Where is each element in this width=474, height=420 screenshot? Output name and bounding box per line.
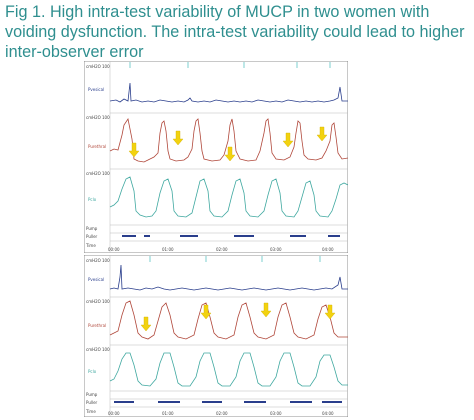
time-tick: 04:00: [322, 247, 334, 252]
channel-label-3: Pclo: [88, 197, 97, 202]
pclo-trace: [109, 176, 348, 218]
scale-value-3: 100: [102, 171, 110, 176]
pura-trace: [109, 117, 348, 163]
pump-label: Pump: [86, 226, 98, 231]
puller-label: Puller: [86, 234, 98, 239]
scale-label-3: cmH2O: [86, 347, 101, 352]
scale-label-2: cmH2O: [86, 299, 101, 304]
time-tick: 00:00: [108, 411, 120, 416]
figure-caption: Fig 1. High intra-test variability of MU…: [5, 3, 465, 61]
scale-value-3: 100: [102, 347, 110, 352]
pclo-trace: [109, 352, 348, 387]
scale-label-3: cmH2O: [86, 171, 101, 176]
pves-trace: [109, 82, 348, 103]
channel-label-3: Pclo: [88, 369, 97, 374]
time-tick: 00:00: [108, 247, 120, 252]
scale-value-2: 100: [102, 115, 110, 120]
scale-label-2: cmH2O: [86, 115, 101, 120]
time-label: Time: [85, 409, 96, 414]
arrow-icon: [128, 126, 328, 162]
urodynamic-panel-bottom: cmH2O 100 Pvesical cmH2O 100 Purethral c…: [84, 255, 348, 417]
scale-value-1: 100: [102, 64, 110, 69]
time-tick: 03:00: [270, 411, 282, 416]
channel-label-1: Pvesical: [88, 277, 104, 282]
channel-label-2: Purethral: [88, 323, 106, 328]
channel-label-1: Pvesical: [88, 87, 104, 92]
time-label: Time: [85, 243, 96, 248]
scale-value-1: 100: [102, 258, 110, 263]
time-tick: 03:00: [270, 247, 282, 252]
time-tick: 02:00: [216, 411, 228, 416]
event-markers-bottom: [149, 256, 321, 262]
arrow-icon: [140, 302, 336, 332]
urodynamic-panel-top: cmH2O 100 Pvesical cmH2O 100 Purethral c…: [84, 61, 348, 253]
time-tick: 02:00: [216, 247, 228, 252]
event-markers-top: [129, 62, 331, 68]
pves-trace: [109, 264, 348, 291]
puller-label: Puller: [86, 400, 98, 405]
time-tick: 01:00: [162, 247, 174, 252]
scale-label-1: cmH2O: [86, 258, 101, 263]
pura-trace: [109, 300, 348, 340]
time-tick: 04:00: [322, 411, 334, 416]
channel-label-2: Purethral: [88, 144, 106, 149]
scale-value-2: 100: [102, 299, 110, 304]
pump-label: Pump: [86, 392, 98, 397]
time-tick: 01:00: [162, 411, 174, 416]
scale-label-1: cmH2O: [86, 64, 101, 69]
